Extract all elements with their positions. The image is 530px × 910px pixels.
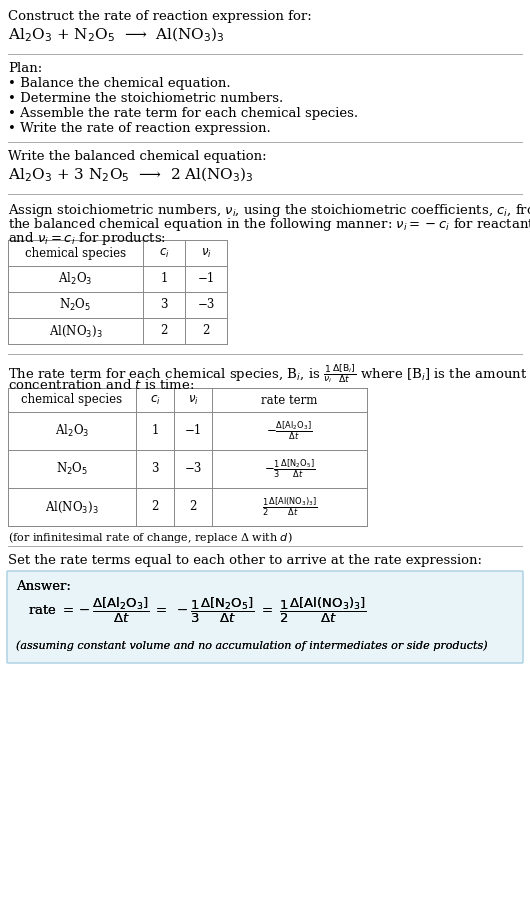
Text: $-\frac{1}{3}\frac{\Delta[\mathrm{N_2O_5}]}{\Delta t}$: $-\frac{1}{3}\frac{\Delta[\mathrm{N_2O_5…	[264, 458, 315, 480]
Text: • Write the rate of reaction expression.: • Write the rate of reaction expression.	[8, 122, 271, 135]
Text: Al$_2$O$_3$ + 3 N$_2$O$_5$  ⟶  2 Al(NO$_3$)$_3$: Al$_2$O$_3$ + 3 N$_2$O$_5$ ⟶ 2 Al(NO$_3$…	[8, 166, 254, 185]
Text: −3: −3	[197, 298, 215, 311]
FancyBboxPatch shape	[7, 571, 523, 663]
Text: 3: 3	[151, 462, 159, 476]
Text: Al(NO$_3$)$_3$: Al(NO$_3$)$_3$	[49, 323, 102, 339]
Text: (assuming constant volume and no accumulation of intermediates or side products): (assuming constant volume and no accumul…	[16, 640, 488, 651]
Text: 2: 2	[151, 501, 158, 513]
Text: 2: 2	[202, 325, 210, 338]
Text: 1: 1	[160, 272, 167, 286]
Text: 3: 3	[160, 298, 168, 311]
Text: Construct the rate of reaction expression for:: Construct the rate of reaction expressio…	[8, 10, 312, 23]
Text: $\frac{1}{2}\frac{\Delta[\mathrm{Al(NO_3)_3}]}{\Delta t}$: $\frac{1}{2}\frac{\Delta[\mathrm{Al(NO_3…	[262, 496, 317, 518]
Text: rate term: rate term	[261, 393, 317, 407]
Text: Set the rate terms equal to each other to arrive at the rate expression:: Set the rate terms equal to each other t…	[8, 554, 482, 567]
Text: $c_i$: $c_i$	[158, 247, 170, 259]
Text: Assign stoichiometric numbers, $\nu_i$, using the stoichiometric coefficients, $: Assign stoichiometric numbers, $\nu_i$, …	[8, 202, 530, 219]
Text: • Balance the chemical equation.: • Balance the chemical equation.	[8, 77, 231, 90]
Text: −1: −1	[197, 272, 215, 286]
Text: • Assemble the rate term for each chemical species.: • Assemble the rate term for each chemic…	[8, 107, 358, 120]
Text: (assuming constant volume and no accumulation of intermediates or side products): (assuming constant volume and no accumul…	[16, 640, 488, 651]
Text: Plan:: Plan:	[8, 62, 42, 75]
Text: N$_2$O$_5$: N$_2$O$_5$	[59, 297, 92, 313]
Text: • Determine the stoichiometric numbers.: • Determine the stoichiometric numbers.	[8, 92, 283, 105]
Text: $\nu_i$: $\nu_i$	[200, 247, 211, 259]
Text: Answer:: Answer:	[16, 580, 71, 593]
Text: rate $= -\dfrac{\Delta[\mathrm{Al_2O_3}]}{\Delta t}\ =\ -\dfrac{1}{3}\dfrac{\Del: rate $= -\dfrac{\Delta[\mathrm{Al_2O_3}]…	[28, 596, 367, 625]
Text: concentration and $t$ is time:: concentration and $t$ is time:	[8, 378, 195, 392]
Text: rate $= -\dfrac{\Delta[\mathrm{Al_2O_3}]}{\Delta t}\ =\ -\dfrac{1}{3}\dfrac{\Del: rate $= -\dfrac{\Delta[\mathrm{Al_2O_3}]…	[28, 596, 367, 625]
Text: Al$_2$O$_3$: Al$_2$O$_3$	[58, 271, 93, 287]
Text: N$_2$O$_5$: N$_2$O$_5$	[56, 461, 88, 477]
Text: Al(NO$_3$)$_3$: Al(NO$_3$)$_3$	[45, 500, 99, 514]
Text: 1: 1	[151, 424, 158, 438]
Text: The rate term for each chemical species, B$_i$, is $\frac{1}{\nu_i}\frac{\Delta[: The rate term for each chemical species,…	[8, 362, 527, 385]
Text: −1: −1	[184, 424, 201, 438]
Text: (for infinitesimal rate of change, replace Δ with $d$): (for infinitesimal rate of change, repla…	[8, 530, 293, 545]
Text: $\nu_i$: $\nu_i$	[188, 393, 198, 407]
Text: Al$_2$O$_3$ + N$_2$O$_5$  ⟶  Al(NO$_3$)$_3$: Al$_2$O$_3$ + N$_2$O$_5$ ⟶ Al(NO$_3$)$_3…	[8, 26, 225, 45]
Text: Answer:: Answer:	[16, 580, 71, 593]
Text: $c_i$: $c_i$	[149, 393, 161, 407]
Text: 2: 2	[189, 501, 197, 513]
Text: 2: 2	[160, 325, 167, 338]
Text: −3: −3	[184, 462, 202, 476]
Text: and $\nu_i = c_i$ for products:: and $\nu_i = c_i$ for products:	[8, 230, 166, 247]
Text: $-\frac{\Delta[\mathrm{Al_2O_3}]}{\Delta t}$: $-\frac{\Delta[\mathrm{Al_2O_3}]}{\Delta…	[267, 420, 313, 442]
Text: Al$_2$O$_3$: Al$_2$O$_3$	[55, 423, 89, 439]
Text: chemical species: chemical species	[21, 393, 122, 407]
Text: the balanced chemical equation in the following manner: $\nu_i = -c_i$ for react: the balanced chemical equation in the fo…	[8, 216, 530, 233]
Text: Write the balanced chemical equation:: Write the balanced chemical equation:	[8, 150, 267, 163]
Text: chemical species: chemical species	[25, 247, 126, 259]
